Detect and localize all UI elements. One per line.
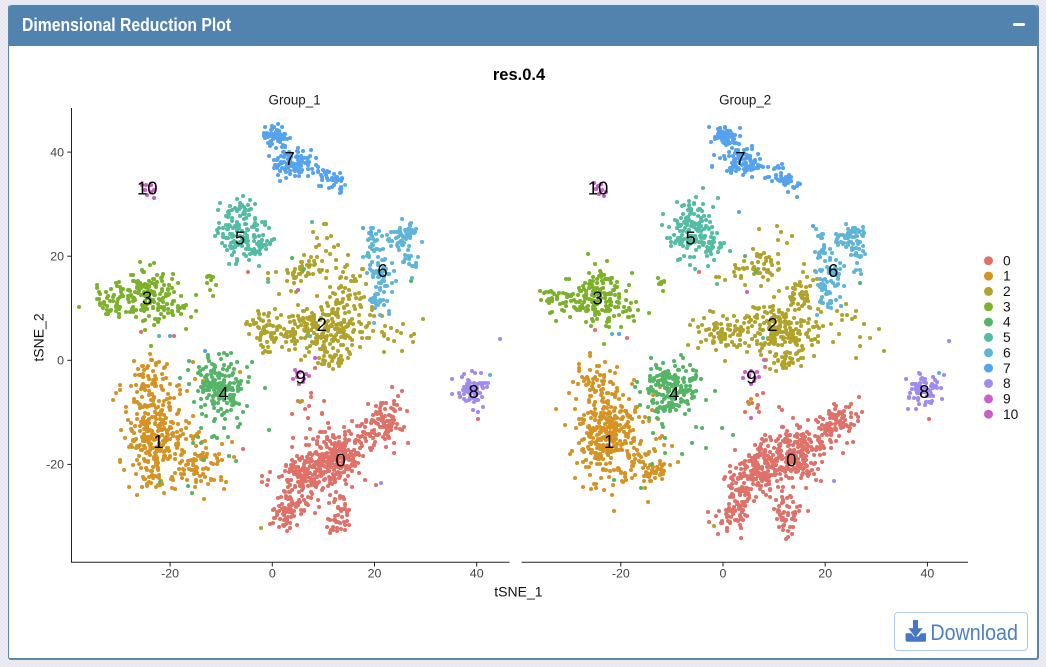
- svg-text:5: 5: [686, 227, 696, 248]
- svg-text:8: 8: [468, 381, 478, 402]
- svg-text:7: 7: [735, 148, 745, 169]
- svg-text:0: 0: [1003, 253, 1011, 268]
- svg-text:5: 5: [1003, 330, 1011, 345]
- svg-text:0: 0: [57, 354, 64, 368]
- svg-text:4: 4: [218, 383, 228, 404]
- svg-text:20: 20: [368, 567, 382, 581]
- svg-text:3: 3: [593, 288, 603, 309]
- svg-text:40: 40: [50, 145, 64, 159]
- svg-text:2: 2: [1003, 284, 1011, 299]
- svg-text:6: 6: [1003, 345, 1011, 360]
- svg-text:10: 10: [1003, 407, 1019, 422]
- svg-text:-20: -20: [46, 458, 64, 472]
- svg-text:4: 4: [669, 383, 679, 404]
- svg-text:res.0.4: res.0.4: [493, 66, 546, 84]
- svg-text:tSNE_2: tSNE_2: [31, 313, 47, 361]
- svg-text:0: 0: [720, 567, 727, 581]
- svg-text:1: 1: [1003, 269, 1011, 284]
- svg-text:40: 40: [470, 567, 484, 581]
- svg-text:3: 3: [1003, 299, 1011, 314]
- svg-text:9: 9: [296, 366, 306, 387]
- svg-text:3: 3: [142, 288, 152, 309]
- svg-text:Group_1: Group_1: [269, 93, 321, 108]
- svg-text:20: 20: [50, 250, 64, 264]
- svg-text:10: 10: [137, 178, 158, 199]
- svg-text:20: 20: [818, 567, 832, 581]
- svg-text:9: 9: [1003, 392, 1011, 407]
- svg-text:tSNE_1: tSNE_1: [494, 584, 542, 600]
- svg-text:8: 8: [919, 381, 929, 402]
- svg-text:-20: -20: [161, 567, 179, 581]
- svg-text:8: 8: [1003, 376, 1011, 391]
- svg-text:10: 10: [588, 178, 609, 199]
- svg-text:0: 0: [786, 450, 796, 471]
- svg-text:0: 0: [269, 567, 276, 581]
- svg-text:6: 6: [377, 260, 387, 281]
- svg-text:7: 7: [1003, 361, 1011, 376]
- svg-text:6: 6: [828, 260, 838, 281]
- svg-text:2: 2: [317, 314, 327, 335]
- svg-text:Group_2: Group_2: [719, 93, 771, 108]
- svg-text:7: 7: [285, 148, 295, 169]
- svg-text:1: 1: [153, 431, 163, 452]
- svg-text:0: 0: [335, 450, 345, 471]
- svg-text:2: 2: [767, 314, 777, 335]
- svg-text:1: 1: [604, 431, 614, 452]
- svg-text:5: 5: [235, 227, 245, 248]
- svg-text:4: 4: [1003, 315, 1011, 330]
- svg-text:9: 9: [746, 366, 756, 387]
- svg-text:40: 40: [921, 567, 935, 581]
- svg-text:-20: -20: [612, 567, 630, 581]
